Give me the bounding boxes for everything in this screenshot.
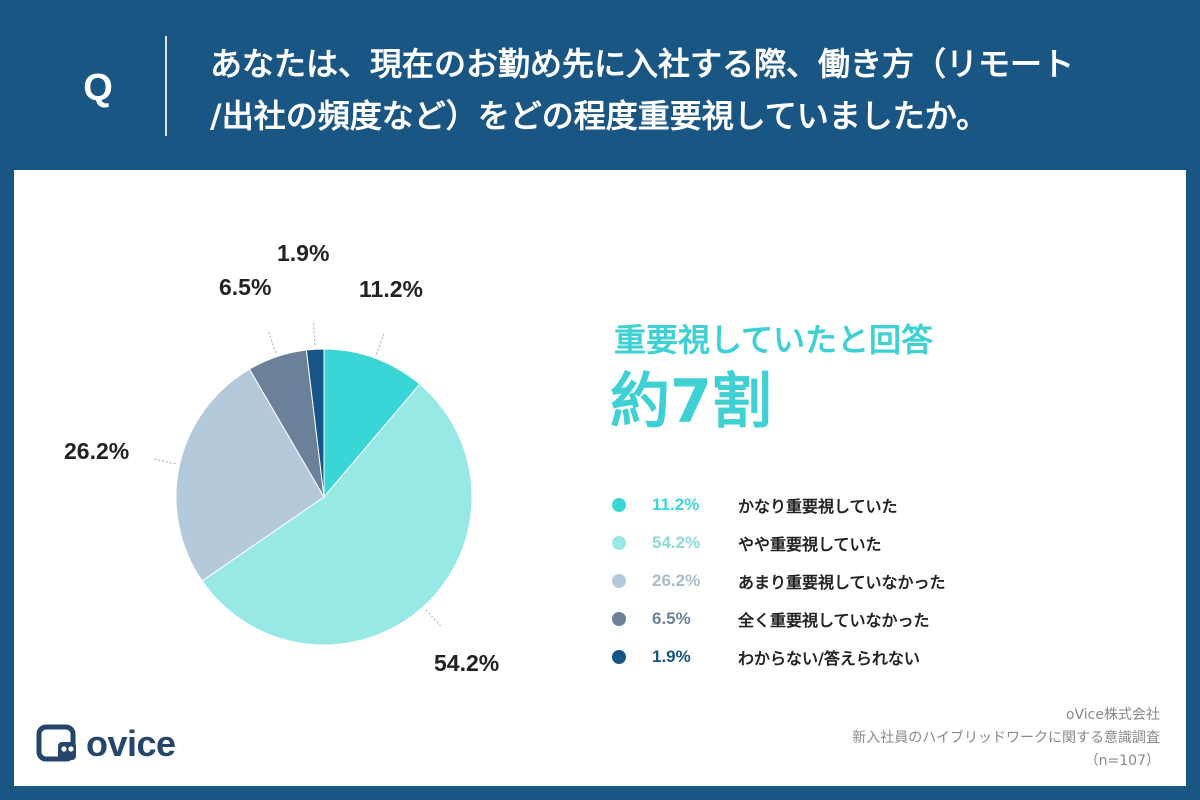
chart-panel: 11.2% 54.2% 26.2% 6.5% 1.9% 重要視していたと回答 約7割 1… xyxy=(14,170,1186,786)
pie-data-label: 6.5% xyxy=(219,274,272,300)
question-line-2: /出社の頻度など）をどの程度重要視していましたか。 xyxy=(210,97,989,135)
legend-item: 6.5% 全く重要視していなかった xyxy=(612,600,946,638)
source-sample: （n=107） xyxy=(1084,753,1160,769)
source-company: oVice株式会社 xyxy=(1065,707,1160,723)
legend-label: やや重要視していた xyxy=(738,535,882,554)
pie-leader-line xyxy=(268,331,277,354)
legend-swatch xyxy=(612,612,626,626)
legend-value: 6.5% xyxy=(652,609,691,628)
question-text: あなたは、現在のお勤め先に入社する際、働き方（リモート /出社の頻度など）をどの… xyxy=(210,38,1170,142)
pie-leader-line xyxy=(375,333,385,355)
pie-leader-line xyxy=(425,609,442,627)
pie-slice xyxy=(175,368,325,582)
legend-item: 1.9% わからない/答えられない xyxy=(612,638,946,676)
pie-leader-line xyxy=(154,458,176,465)
question-mark: Q xyxy=(83,66,113,109)
logo-text: ovice xyxy=(86,723,176,764)
pie-data-label: 54.2% xyxy=(434,650,500,676)
legend-label: あまり重要視していなかった xyxy=(738,573,946,592)
pie-slice xyxy=(323,348,421,499)
legend-value: 11.2% xyxy=(652,495,700,514)
legend-label: わからない/答えられない xyxy=(738,649,920,668)
headline-sub: 重要視していたと回答 xyxy=(614,321,934,359)
headline-main: 約7割 xyxy=(610,367,772,437)
legend-value: 26.2% xyxy=(652,571,701,590)
question-line-1: あなたは、現在のお勤め先に入社する際、働き方（リモート xyxy=(210,45,1075,83)
pie-slice xyxy=(305,348,325,498)
header-band: Q あなたは、現在のお勤め先に入社する際、働き方（リモート /出社の頻度など）を… xyxy=(0,0,1200,170)
legend-item: 26.2% あまり重要視していなかった xyxy=(612,562,946,600)
source-note: oVice株式会社 新入社員のハイブリッドワークに関する意識調査 （n=107） xyxy=(852,704,1160,773)
legend-swatch xyxy=(612,650,626,664)
pie-slice xyxy=(201,383,473,646)
legend-item: 11.2% かなり重要視していた xyxy=(612,486,946,524)
legend-label: かなり重要視していた xyxy=(738,497,898,516)
legend-value: 54.2% xyxy=(652,533,701,552)
pie-data-label: 1.9% xyxy=(277,240,330,266)
pie-data-label: 26.2% xyxy=(64,438,130,464)
ovice-logo: ovice xyxy=(36,722,176,766)
source-survey: 新入社員のハイブリッドワークに関する意識調査 xyxy=(852,730,1160,746)
legend: 11.2% かなり重要視していた 54.2% やや重要視していた 26.2% あまり重要視… xyxy=(612,486,946,676)
legend-value: 1.9% xyxy=(652,647,691,666)
legend-item: 54.2% やや重要視していた xyxy=(612,524,946,562)
pie-data-label: 11.2% xyxy=(359,276,423,302)
header-divider xyxy=(165,36,167,136)
pie-leader-line xyxy=(313,323,316,346)
legend-swatch xyxy=(612,574,626,588)
pie-chart xyxy=(154,323,473,646)
legend-swatch xyxy=(612,536,626,550)
legend-label: 全く重要視していなかった xyxy=(738,611,930,630)
ovice-logo-icon xyxy=(36,724,76,762)
legend-swatch xyxy=(612,498,626,512)
